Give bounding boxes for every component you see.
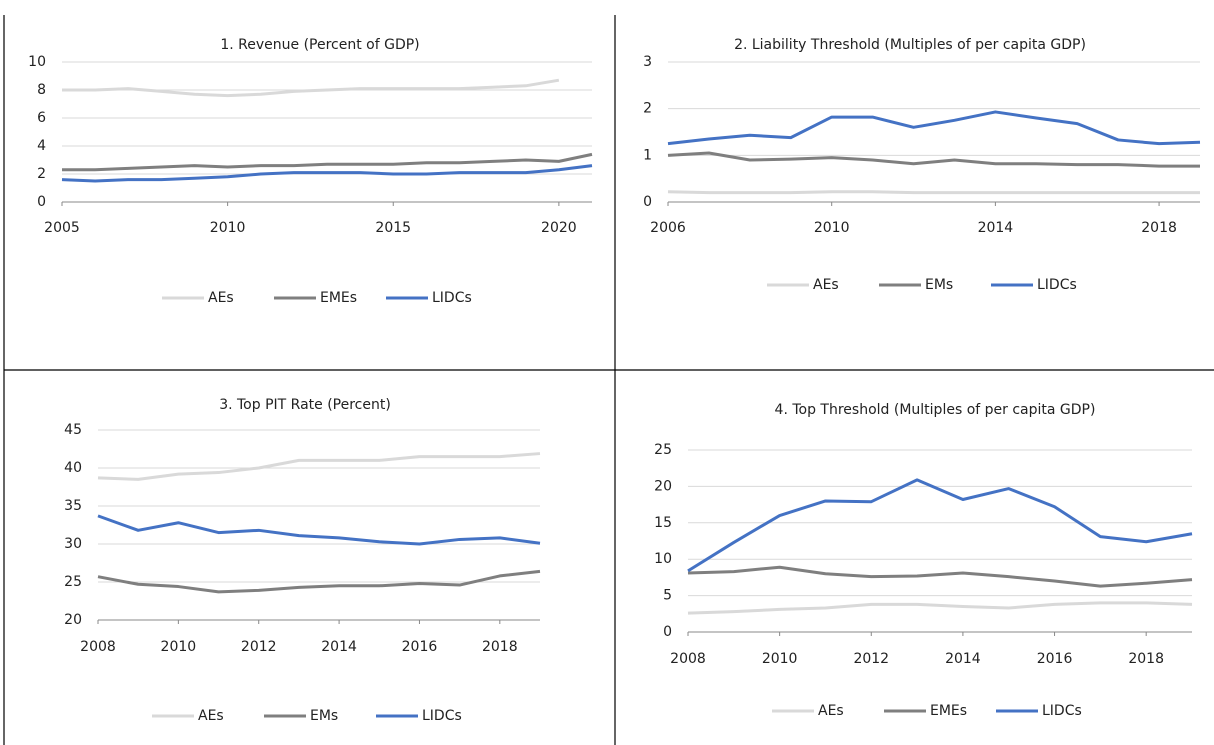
legend-label: EMEs	[320, 290, 357, 306]
x-tick-label: 2020	[541, 220, 577, 236]
x-tick-label: 2016	[402, 639, 438, 655]
x-tick-label: 2014	[978, 220, 1014, 236]
y-tick-label: 0	[643, 194, 652, 210]
x-tick-label: 2018	[482, 639, 518, 655]
series-line	[62, 152, 593, 172]
x-tick-label: 2008	[670, 651, 706, 667]
y-tick-label: 2	[643, 101, 652, 117]
chart-title: 1. Revenue (Percent of GDP)	[220, 37, 419, 53]
x-tick-label: 2016	[1037, 651, 1073, 667]
y-tick-label: 6	[37, 110, 46, 126]
x-tick-label: 2014	[321, 639, 357, 655]
legend-label: AEs	[208, 290, 234, 306]
y-tick-label: 45	[64, 422, 82, 438]
legend-label: LIDCs	[1037, 277, 1077, 293]
series-line	[687, 601, 1193, 615]
chart-title: 2. Liability Threshold (Multiples of per…	[734, 37, 1086, 53]
chart-title: 4. Top Threshold (Multiples of per capit…	[775, 402, 1096, 418]
y-tick-label: 10	[28, 54, 46, 70]
series-line	[667, 190, 1200, 195]
legend-label: AEs	[198, 708, 224, 724]
x-tick-label: 2014	[945, 651, 981, 667]
legend-label: LIDCs	[1042, 703, 1082, 719]
legend-label: EMs	[925, 277, 953, 293]
series-line	[97, 514, 541, 546]
series-line	[687, 478, 1193, 573]
x-tick-label: 2006	[650, 220, 686, 236]
y-tick-label: 15	[654, 515, 672, 531]
series-line	[62, 78, 560, 98]
y-tick-label: 40	[64, 460, 82, 476]
y-tick-label: 25	[654, 442, 672, 458]
x-tick-label: 2008	[80, 639, 116, 655]
legend-label: AEs	[813, 277, 839, 293]
x-tick-label: 2012	[853, 651, 889, 667]
series-line	[667, 151, 1200, 168]
x-tick-label: 2012	[241, 639, 277, 655]
y-tick-label: 30	[64, 536, 82, 552]
legend-label: EMEs	[930, 703, 967, 719]
y-tick-label: 10	[654, 551, 672, 567]
y-tick-label: 3	[643, 54, 652, 70]
y-tick-label: 35	[64, 498, 82, 514]
series-line	[687, 565, 1193, 588]
series-line	[61, 164, 593, 183]
x-tick-label: 2015	[375, 220, 411, 236]
series-line	[667, 110, 1201, 146]
y-tick-label: 0	[37, 194, 46, 210]
chart-title: 3. Top PIT Rate (Percent)	[219, 397, 391, 413]
y-tick-label: 1	[643, 147, 652, 163]
y-tick-label: 25	[64, 574, 82, 590]
x-tick-label: 2005	[44, 220, 80, 236]
y-tick-label: 2	[37, 166, 46, 182]
legend-label: EMs	[310, 708, 338, 724]
y-tick-label: 20	[64, 612, 82, 628]
legend-label: AEs	[818, 703, 844, 719]
y-tick-label: 5	[663, 588, 672, 604]
x-tick-label: 2018	[1141, 220, 1177, 236]
legend-label: LIDCs	[432, 290, 472, 306]
y-tick-label: 0	[663, 624, 672, 640]
x-tick-label: 2010	[762, 651, 798, 667]
y-tick-label: 8	[37, 82, 46, 98]
x-tick-label: 2010	[161, 639, 197, 655]
y-tick-label: 20	[654, 478, 672, 494]
x-tick-label: 2018	[1128, 651, 1164, 667]
series-line	[97, 569, 541, 594]
y-tick-label: 4	[37, 138, 46, 154]
x-tick-label: 2010	[210, 220, 246, 236]
x-tick-label: 2010	[814, 220, 850, 236]
series-line	[97, 452, 541, 481]
legend-label: LIDCs	[422, 708, 462, 724]
